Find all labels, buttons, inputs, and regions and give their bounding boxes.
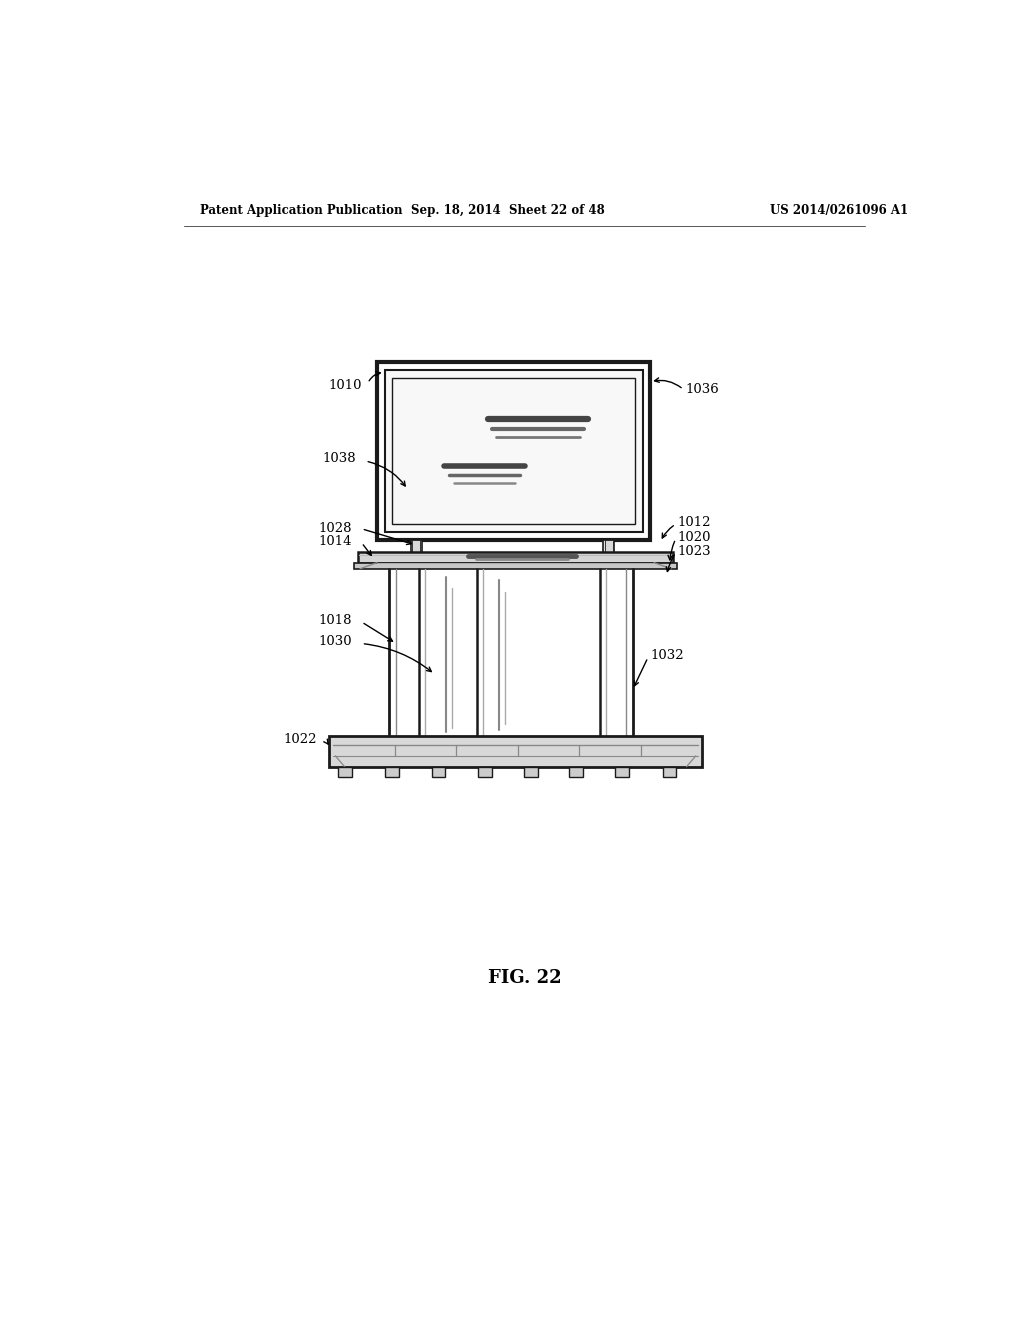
Text: 1028: 1028 bbox=[318, 521, 352, 535]
Text: 1022: 1022 bbox=[284, 733, 316, 746]
Text: Sep. 18, 2014  Sheet 22 of 48: Sep. 18, 2014 Sheet 22 of 48 bbox=[411, 205, 605, 218]
Text: 1023: 1023 bbox=[677, 545, 711, 557]
Text: 1030: 1030 bbox=[318, 635, 352, 648]
Bar bbox=[614, 767, 629, 777]
Bar bbox=[357, 552, 674, 562]
Bar bbox=[392, 378, 635, 524]
Bar bbox=[330, 737, 701, 767]
Text: 1032: 1032 bbox=[650, 648, 684, 661]
Text: 1020: 1020 bbox=[677, 531, 711, 544]
Bar bbox=[385, 767, 399, 777]
Text: 1012: 1012 bbox=[677, 516, 711, 529]
Bar bbox=[432, 767, 445, 777]
Bar bbox=[354, 562, 677, 569]
Bar bbox=[338, 767, 351, 777]
Text: 1014: 1014 bbox=[318, 536, 352, 548]
Bar bbox=[413, 540, 420, 553]
Bar bbox=[385, 370, 643, 532]
Bar bbox=[411, 540, 422, 553]
Bar bbox=[605, 540, 612, 553]
Text: 1018: 1018 bbox=[318, 614, 352, 627]
Bar bbox=[568, 767, 583, 777]
Bar bbox=[524, 767, 538, 777]
Bar bbox=[603, 540, 614, 553]
Bar bbox=[377, 363, 650, 540]
Text: US 2014/0261096 A1: US 2014/0261096 A1 bbox=[770, 205, 908, 218]
Bar bbox=[478, 767, 492, 777]
Text: FIG. 22: FIG. 22 bbox=[488, 969, 561, 987]
Text: Patent Application Publication: Patent Application Publication bbox=[200, 205, 402, 218]
Text: 1038: 1038 bbox=[323, 453, 356, 465]
Text: 1010: 1010 bbox=[328, 379, 361, 392]
Bar bbox=[663, 767, 677, 777]
Text: 1036: 1036 bbox=[685, 383, 719, 396]
